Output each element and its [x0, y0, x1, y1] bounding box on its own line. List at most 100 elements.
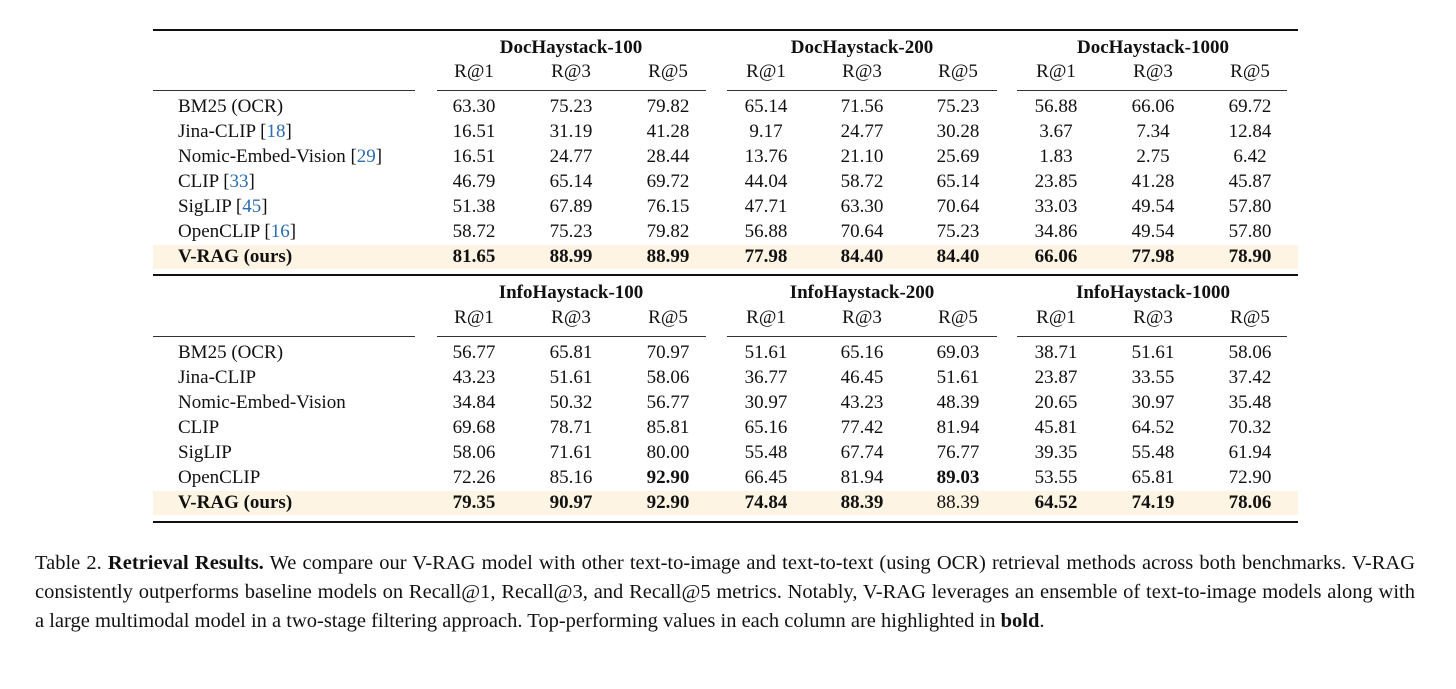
- highlight-row-bg: [153, 245, 1298, 269]
- table-cell: 70.97: [646, 342, 690, 363]
- table-cell: 30.28: [936, 121, 980, 142]
- row-label: BM25 (OCR): [178, 341, 283, 365]
- metric-header: R@1: [746, 307, 786, 328]
- header-cline: [153, 90, 415, 91]
- citation-link[interactable]: 16: [270, 221, 290, 242]
- table-cell: 69.72: [1228, 96, 1272, 117]
- group-cline: [1017, 90, 1287, 91]
- table-cell: 63.30: [840, 196, 884, 217]
- citation-link[interactable]: 29: [356, 146, 376, 167]
- table-cell: 30.97: [744, 392, 788, 413]
- metric-header: R@3: [842, 61, 882, 82]
- caption-title: Retrieval Results.: [107, 552, 264, 574]
- table-cell: 36.77: [744, 367, 788, 388]
- table-cell: 16.51: [452, 121, 496, 142]
- group-cline: [727, 90, 997, 91]
- table-cell: 76.77: [936, 442, 980, 463]
- table-cell: 51.38: [452, 196, 496, 217]
- group-header: DocHaystack-100: [499, 37, 643, 58]
- table-cell: 39.35: [1034, 442, 1078, 463]
- bottom-rule: [153, 521, 1298, 523]
- table-cell: 34.84: [452, 392, 496, 413]
- table-cell: 56.88: [744, 221, 788, 242]
- row-label: Jina-CLIP: [178, 366, 256, 390]
- metric-header: R@5: [648, 61, 688, 82]
- metric-header: R@5: [938, 307, 978, 328]
- table-cell: 6.42: [1233, 146, 1267, 167]
- table-cell: 84.40: [936, 246, 980, 267]
- table-cell: 46.79: [452, 171, 496, 192]
- table-cell: 88.39: [840, 492, 884, 513]
- table-cell: 35.48: [1228, 392, 1272, 413]
- table-cell: 24.77: [549, 146, 593, 167]
- table-cell: 51.61: [549, 367, 593, 388]
- citation-link[interactable]: 18: [266, 121, 286, 142]
- metric-header: R@5: [1230, 307, 1270, 328]
- table-cell: 64.52: [1034, 492, 1078, 513]
- row-label: SigLIP [45]: [178, 195, 268, 219]
- table-cell: 9.17: [749, 121, 783, 142]
- table-cell: 92.90: [646, 467, 690, 488]
- table-cell: 46.45: [840, 367, 884, 388]
- citation-open: [: [231, 196, 243, 217]
- metric-header: R@1: [746, 61, 786, 82]
- caption-bold-word: bold: [1000, 610, 1040, 632]
- table-cell: 70.64: [936, 196, 980, 217]
- table-cell: 77.98: [1131, 246, 1175, 267]
- table-cell: 88.99: [646, 246, 690, 267]
- citation-open: [: [259, 221, 271, 242]
- group-cline: [727, 336, 997, 337]
- citation-link[interactable]: 33: [229, 171, 249, 192]
- table-cell: 66.45: [744, 467, 788, 488]
- row-label: Jina-CLIP [18]: [178, 120, 292, 144]
- table-cell: 70.32: [1228, 417, 1272, 438]
- citation-open: [: [255, 121, 267, 142]
- table-cell: 78.71: [549, 417, 593, 438]
- method-name: SigLIP: [178, 442, 232, 463]
- table-cell: 45.81: [1034, 417, 1078, 438]
- table-cell: 55.48: [1131, 442, 1175, 463]
- citation-open: [: [218, 171, 230, 192]
- table-cell: 43.23: [840, 392, 884, 413]
- method-name: CLIP: [178, 417, 220, 438]
- table-cell: 71.56: [840, 96, 884, 117]
- table-cell: 43.23: [452, 367, 496, 388]
- citation-link[interactable]: 45: [242, 196, 262, 217]
- table-cell: 90.97: [549, 492, 593, 513]
- table-cell: 23.85: [1034, 171, 1078, 192]
- table-cell: 63.30: [452, 96, 496, 117]
- row-label: OpenCLIP: [178, 466, 260, 490]
- table-cell: 88.39: [936, 492, 980, 513]
- table-cell: 41.28: [646, 121, 690, 142]
- table-cell: 30.97: [1131, 392, 1175, 413]
- table-cell: 72.90: [1228, 467, 1272, 488]
- caption-end: .: [1039, 610, 1045, 632]
- table-cell: 37.42: [1228, 367, 1272, 388]
- method-name: V-RAG (ours): [178, 246, 293, 267]
- table-cell: 1.83: [1039, 146, 1073, 167]
- table-cell: 51.61: [936, 367, 980, 388]
- table-cell: 69.03: [936, 342, 980, 363]
- row-label: V-RAG (ours): [178, 245, 292, 269]
- table-cell: 79.35: [452, 492, 496, 513]
- table-cell: 75.23: [549, 96, 593, 117]
- table-cell: 61.94: [1228, 442, 1272, 463]
- table-cell: 41.28: [1131, 171, 1175, 192]
- table-cell: 23.87: [1034, 367, 1078, 388]
- table-cell: 7.34: [1136, 121, 1170, 142]
- method-name: OpenCLIP: [178, 221, 260, 242]
- table-cell: 66.06: [1131, 96, 1175, 117]
- table-cell: 80.00: [646, 442, 690, 463]
- row-label: CLIP [33]: [178, 170, 255, 194]
- table-cell: 72.26: [452, 467, 496, 488]
- table-cell: 75.23: [936, 221, 980, 242]
- table-cell: 85.81: [646, 417, 690, 438]
- table-cell: 64.52: [1131, 417, 1175, 438]
- table-cell: 57.80: [1228, 221, 1272, 242]
- row-label: CLIP: [178, 416, 219, 440]
- citation-close: ]: [248, 171, 255, 192]
- table-cell: 88.99: [549, 246, 593, 267]
- table-cell: 66.06: [1034, 246, 1078, 267]
- metric-header: R@3: [551, 61, 591, 82]
- citation-close: ]: [285, 121, 292, 142]
